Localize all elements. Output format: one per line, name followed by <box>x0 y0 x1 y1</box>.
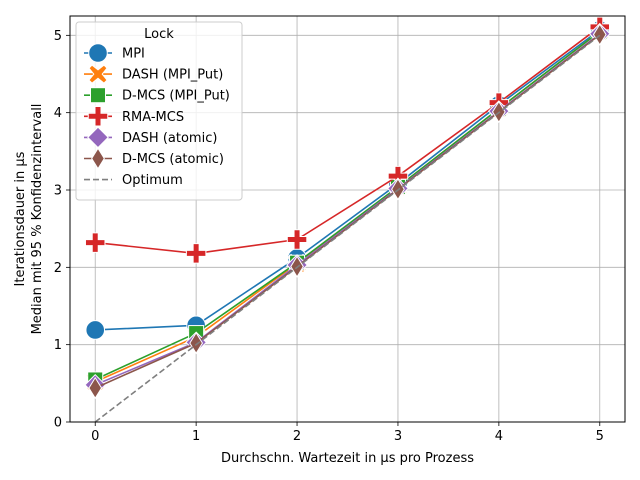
legend-item: DASH (atomic) <box>84 126 217 149</box>
y-tick-label: 3 <box>54 184 62 199</box>
legend-marker <box>88 43 108 63</box>
series-line <box>95 29 601 331</box>
legend-item: Optimum <box>84 173 183 188</box>
legend-marker <box>87 106 109 127</box>
legend-item: RMA-MCS <box>84 106 184 127</box>
series-layer <box>84 16 611 423</box>
legend-item: MPI <box>84 43 145 63</box>
series-line <box>94 30 601 381</box>
legend-title: Lock <box>144 27 174 42</box>
series-optimum <box>94 34 601 423</box>
y-axis-label-line-2: Median mit 95 % Konfidenzintervall <box>30 104 45 335</box>
data-point <box>85 320 106 340</box>
legend-marker <box>90 87 106 104</box>
x-tick-label: 4 <box>495 429 503 444</box>
legend-label: DASH (atomic) <box>122 131 217 146</box>
legend-item: D-MCS (MPI_Put) <box>84 87 230 104</box>
legend: Lock MPI DASH (MPI_Put) D-MCS (MPI_Put) RMA… <box>75 21 243 201</box>
x-tick-label: 5 <box>596 429 604 444</box>
y-tick-label: 1 <box>54 338 62 353</box>
data-point <box>286 229 308 250</box>
plot-frame <box>69 15 626 423</box>
legend-items: MPI DASH (MPI_Put) D-MCS (MPI_Put) RMA-MCS D… <box>84 43 230 188</box>
legend-label: D-MCS (atomic) <box>122 152 224 167</box>
axis-ticks: 0 1 2 3 4 5 0 1 2 3 4 5 <box>54 29 604 444</box>
legend-box <box>75 21 243 201</box>
series-line <box>94 34 601 423</box>
y-axis-label-line-1: Iterationsdauer in µs <box>13 151 28 286</box>
series-line <box>95 26 601 255</box>
legend-item: D-MCS (atomic) <box>84 147 224 170</box>
y-tick-label: 5 <box>54 29 62 44</box>
y-tick-label: 2 <box>54 261 62 276</box>
x-axis-label: Durchschn. Wartezeit in µs pro Prozess <box>221 451 474 466</box>
legend-label: DASH (MPI_Put) <box>122 68 223 83</box>
legend-marker <box>88 64 108 84</box>
x-tick-label: 2 <box>293 429 301 444</box>
legend-label: Optimum <box>122 173 183 188</box>
data-point <box>88 376 103 400</box>
legend-label: MPI <box>122 47 145 62</box>
data-point <box>592 23 607 46</box>
x-tick-label: 1 <box>192 429 200 444</box>
data-point <box>185 243 207 264</box>
legend-label: D-MCS (MPI_Put) <box>122 89 230 104</box>
data-point <box>84 232 106 253</box>
data-point <box>189 331 204 355</box>
x-tick-label: 0 <box>91 429 99 444</box>
legend-item: DASH (MPI_Put) <box>84 64 223 84</box>
y-tick-label: 4 <box>54 106 62 121</box>
x-tick-label: 3 <box>394 429 402 444</box>
legend-label: RMA-MCS <box>122 110 184 125</box>
legend-marker <box>91 147 105 170</box>
y-tick-label: 0 <box>54 416 62 431</box>
